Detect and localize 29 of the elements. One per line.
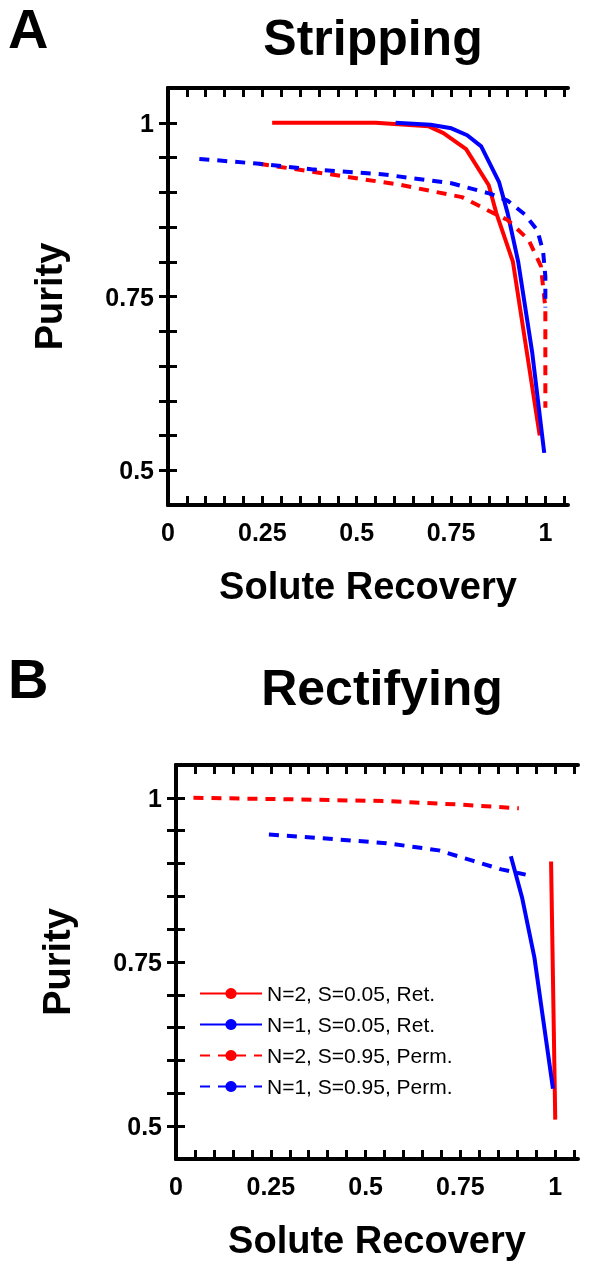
x-tick-label: 0 <box>161 517 175 546</box>
y-axis-title: Purity <box>28 242 70 351</box>
y-tick-label: 0.75 <box>113 948 163 976</box>
x-axis-title: Solute Recovery <box>219 565 517 607</box>
x-tick-label: 0.5 <box>348 1171 384 1200</box>
x-tick-label: 0 <box>169 1171 183 1200</box>
x-tick-label: 0.25 <box>238 517 287 546</box>
y-axis-title: Purity <box>36 908 78 1016</box>
x-axis-title: Solute Recovery <box>228 1219 526 1261</box>
y-tick-label: 1 <box>140 108 155 137</box>
chart-title: Rectifying <box>261 660 503 716</box>
x-tick-label: 0.75 <box>436 1171 485 1200</box>
legend-label: N=2, S=0.95, Perm. <box>267 1044 453 1067</box>
y-tick-label: 0.75 <box>105 282 155 311</box>
y-tick-label: 0.5 <box>119 456 155 485</box>
x-tick-label: 0.25 <box>246 1171 296 1200</box>
chart-title: Stripping <box>263 10 483 66</box>
x-tick-label: 0.75 <box>426 517 476 546</box>
legend-label: N=2, S=0.05, Ret. <box>267 982 436 1005</box>
x-tick-label: 0.5 <box>339 517 375 546</box>
text: A <box>8 0 49 60</box>
legend-label: N=1, S=0.05, Ret. <box>267 1013 436 1036</box>
line-series <box>191 795 521 811</box>
text: B <box>8 646 49 710</box>
y-tick-label: 1 <box>148 783 163 812</box>
x-tick-label: 1 <box>548 1171 563 1200</box>
y-tick-label: 0.5 <box>127 1112 163 1141</box>
x-tick-label: 1 <box>538 517 553 546</box>
legend-label: N=1, S=0.95, Perm. <box>267 1075 453 1098</box>
